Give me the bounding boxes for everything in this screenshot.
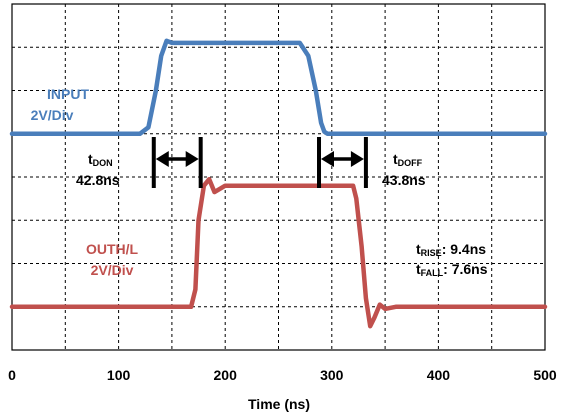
t-don-value: 42.8ns	[76, 172, 120, 188]
t-don-label: tDON	[88, 151, 113, 168]
t-don-arrow-head-left	[155, 151, 169, 167]
x-axis-label: Time (ns)	[248, 396, 310, 412]
t-doff-arrow-head-left	[321, 151, 335, 167]
delay-markers	[151, 137, 368, 188]
output-label: OUTH/L	[86, 241, 139, 257]
traces	[9, 38, 548, 329]
x-tick-label: 300	[320, 367, 344, 383]
output-scale-label: 2V/Div	[91, 262, 134, 278]
x-tick-label: 400	[427, 367, 451, 383]
t-doff-arrow-head-right	[350, 151, 364, 167]
x-tick-label: 100	[107, 367, 131, 383]
input-label: INPUT	[47, 86, 89, 102]
t-don-arrow-head-right	[185, 151, 199, 167]
t-doff-label: tDOFF	[393, 151, 423, 168]
trace-input	[9, 38, 548, 137]
t-doff-value: 43.8ns	[382, 172, 426, 188]
input-scale-label: 2V/Div	[31, 107, 74, 123]
t-fall-annotation: tFALL: 7.6ns	[416, 261, 488, 278]
trace-outh-l	[9, 176, 548, 329]
x-tick-label: 0	[8, 367, 16, 383]
t-rise-annotation: tRISE: 9.4ns	[416, 241, 486, 258]
x-tick-labels: 0 100 200 300 400 500	[8, 367, 557, 383]
x-tick-label: 500	[533, 367, 557, 383]
x-tick-label: 200	[214, 367, 238, 383]
